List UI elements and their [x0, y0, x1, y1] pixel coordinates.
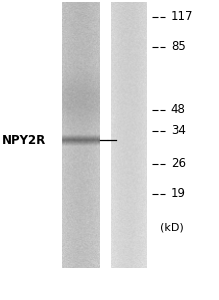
- Text: NPY2R: NPY2R: [2, 134, 46, 147]
- Text: 19: 19: [171, 187, 186, 200]
- Text: 48: 48: [171, 103, 186, 116]
- Text: (kD): (kD): [160, 222, 184, 232]
- Text: 85: 85: [171, 40, 185, 53]
- Text: 34: 34: [171, 124, 186, 137]
- Text: 117: 117: [171, 10, 193, 23]
- Text: 26: 26: [171, 157, 186, 170]
